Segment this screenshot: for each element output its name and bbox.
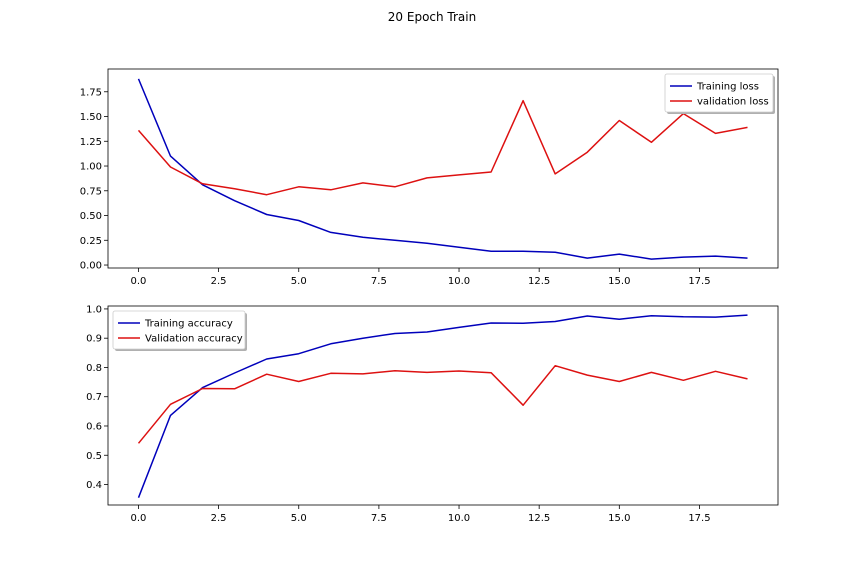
y-tick-label: 0.50: [80, 211, 102, 222]
series-line-validation-accuracy: [137, 364, 748, 444]
legend-box: [112, 310, 246, 350]
y-tick-label: 0.4: [86, 480, 102, 491]
y-tick-label: 1.25: [80, 137, 102, 148]
subplot-loss: 0.0 2.5 5.0 7.5 10.0 12.5 15.0 17.5 0.00 0.25 0.50…: [80, 68, 779, 287]
y-tick-label: 0.9: [86, 334, 102, 345]
y-tick-label: 0.00: [80, 261, 102, 272]
x-tick-label: 10.0: [448, 276, 470, 287]
series-line-validation-loss: [137, 99, 748, 196]
x-tick-label: 7.5: [371, 276, 387, 287]
x-tick-label: 5.0: [291, 276, 307, 287]
y-tick-label: 1.00: [80, 162, 102, 173]
x-tick-label: 17.5: [688, 513, 710, 524]
x-tick-label: 0.0: [131, 276, 147, 287]
x-tick-label: 17.5: [688, 276, 710, 287]
y-tick-label: 0.6: [86, 421, 102, 432]
legend-box: [664, 73, 774, 113]
x-tick-label: 15.0: [608, 276, 630, 287]
x-tick-label: 12.5: [528, 513, 550, 524]
y-tick-label: 1.75: [80, 87, 102, 98]
x-tick-label: 2.5: [211, 513, 227, 524]
legend-label: Training accuracy: [144, 319, 233, 330]
legend: Training loss validation loss: [664, 73, 775, 114]
x-tick-label: 7.5: [371, 513, 387, 524]
series-line-training-accuracy: [137, 314, 748, 498]
y-tick-label: 0.7: [86, 392, 102, 403]
y-tick-label: 0.5: [86, 451, 102, 462]
subplot-accuracy: 0.0 2.5 5.0 7.5 10.0 12.5 15.0 17.5 0.4 0.5 0.6 0.7…: [86, 304, 779, 524]
x-tick-label: 15.0: [608, 513, 630, 524]
x-tick-label: 5.0: [291, 513, 307, 524]
x-tick-label: 12.5: [528, 276, 550, 287]
legend-label: Training loss: [696, 82, 759, 93]
y-tick-label: 0.8: [86, 363, 102, 374]
series-line-training-loss: [137, 78, 748, 260]
y-tick-label: 0.75: [80, 186, 102, 197]
axes-frame: [107, 305, 779, 506]
y-tick-label: 1.50: [80, 112, 102, 123]
legend: Training accuracy Validation accuracy: [112, 310, 247, 351]
y-tick-label: 0.25: [80, 236, 102, 247]
x-tick-label: 2.5: [211, 276, 227, 287]
axes-frame: [107, 68, 779, 269]
legend-label: Validation accuracy: [145, 334, 243, 345]
legend-label: validation loss: [697, 97, 769, 108]
figure-title: 20 Epoch Train: [387, 10, 477, 24]
y-tick-label: 1.0: [86, 304, 102, 315]
x-tick-label: 0.0: [131, 513, 147, 524]
x-tick-label: 10.0: [448, 513, 470, 524]
